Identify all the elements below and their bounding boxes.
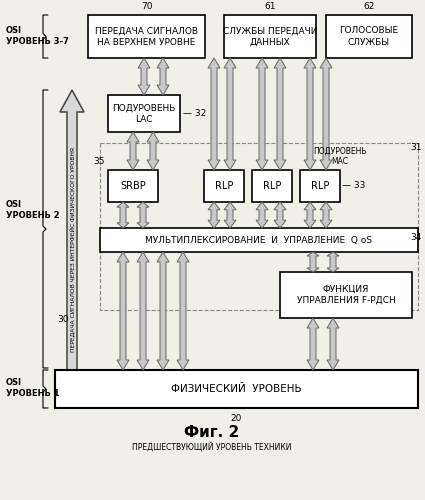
Polygon shape: [274, 202, 286, 228]
Text: Фиг. 2: Фиг. 2: [184, 425, 240, 440]
Polygon shape: [177, 252, 189, 370]
Polygon shape: [327, 252, 339, 272]
Bar: [55, 370, 418, 408]
Text: ФУНКЦИЯ
УПРАВЛЕНИЯ F-РДСН: ФУНКЦИЯ УПРАВЛЕНИЯ F-РДСН: [297, 285, 395, 305]
Polygon shape: [137, 202, 149, 228]
Polygon shape: [208, 202, 220, 228]
Polygon shape: [147, 132, 159, 170]
Polygon shape: [256, 202, 268, 228]
Bar: [252, 170, 292, 202]
Text: 34: 34: [411, 233, 422, 242]
Text: 31: 31: [411, 143, 422, 152]
Text: OSI
УРОВЕНЬ 1: OSI УРОВЕНЬ 1: [6, 378, 60, 398]
Text: 62: 62: [363, 2, 375, 11]
Polygon shape: [327, 318, 339, 370]
Polygon shape: [127, 132, 139, 170]
Text: RLP: RLP: [311, 181, 329, 191]
Polygon shape: [157, 252, 169, 370]
Polygon shape: [157, 58, 169, 95]
Text: RLP: RLP: [263, 181, 281, 191]
Polygon shape: [304, 202, 316, 228]
Text: 35: 35: [94, 157, 105, 166]
Bar: [88, 15, 205, 58]
Text: — 33: — 33: [342, 182, 366, 190]
Text: ПРЕДШЕСТВУЮЩИЙ УРОВЕНЬ ТЕХНИКИ: ПРЕДШЕСТВУЮЩИЙ УРОВЕНЬ ТЕХНИКИ: [132, 442, 292, 452]
Text: RLP: RLP: [215, 181, 233, 191]
Polygon shape: [208, 58, 220, 170]
Bar: [326, 15, 412, 58]
Text: 30: 30: [57, 316, 68, 324]
Polygon shape: [304, 58, 316, 170]
Bar: [224, 15, 316, 58]
Polygon shape: [307, 318, 319, 370]
Text: OSI
УРОВЕНЬ 2: OSI УРОВЕНЬ 2: [6, 200, 60, 220]
Bar: [108, 95, 180, 132]
Polygon shape: [307, 252, 319, 272]
Text: SRBP: SRBP: [120, 181, 146, 191]
Text: ПОДУРОВЕНЬ
LAC: ПОДУРОВЕНЬ LAC: [112, 104, 176, 124]
Polygon shape: [117, 252, 129, 370]
Bar: [108, 170, 158, 202]
Polygon shape: [256, 58, 268, 170]
Text: ПЕРЕДАЧА СИГНАЛОВ ЧЕРЕЗ ИНТЕРФЕЙС ФИЗИЧЕСКОГО УРОВНЯ: ПЕРЕДАЧА СИГНАЛОВ ЧЕРЕЗ ИНТЕРФЕЙС ФИЗИЧЕ…: [69, 146, 75, 352]
Polygon shape: [224, 202, 236, 228]
Polygon shape: [117, 202, 129, 228]
Polygon shape: [137, 252, 149, 370]
Text: МУЛЬТИПЛЕКСИРОВАНИЕ  И  УПРАВЛЕНИЕ  Q oS: МУЛЬТИПЛЕКСИРОВАНИЕ И УПРАВЛЕНИЕ Q oS: [145, 236, 372, 244]
Bar: [100, 143, 418, 310]
Text: ФИЗИЧЕСКИЙ  УРОВЕНЬ: ФИЗИЧЕСКИЙ УРОВЕНЬ: [171, 384, 302, 394]
Text: СЛУЖБЫ ПЕРЕДАЧИ
ДАННЫХ: СЛУЖБЫ ПЕРЕДАЧИ ДАННЫХ: [223, 26, 317, 46]
Polygon shape: [224, 58, 236, 170]
Bar: [100, 228, 418, 252]
Text: 20: 20: [231, 414, 242, 423]
Text: ПЕРЕДАЧА СИГНАЛОВ
НА ВЕРХНЕМ УРОВНЕ: ПЕРЕДАЧА СИГНАЛОВ НА ВЕРХНЕМ УРОВНЕ: [95, 26, 198, 46]
Text: 61: 61: [264, 2, 276, 11]
Text: OSI
УРОВЕНЬ 3-7: OSI УРОВЕНЬ 3-7: [6, 26, 69, 46]
Polygon shape: [320, 202, 332, 228]
Polygon shape: [320, 58, 332, 170]
Polygon shape: [138, 58, 150, 95]
Bar: [300, 170, 340, 202]
Polygon shape: [60, 90, 84, 408]
Text: ПОДУРОВЕНЬ
MAC: ПОДУРОВЕНЬ MAC: [313, 146, 367, 166]
Bar: [280, 272, 412, 318]
Text: ГОЛОСОВЫЕ
СЛУЖБЫ: ГОЛОСОВЫЕ СЛУЖБЫ: [340, 26, 399, 46]
Text: — 32: — 32: [183, 109, 206, 118]
Text: 70: 70: [141, 2, 152, 11]
Polygon shape: [274, 58, 286, 170]
Bar: [204, 170, 244, 202]
